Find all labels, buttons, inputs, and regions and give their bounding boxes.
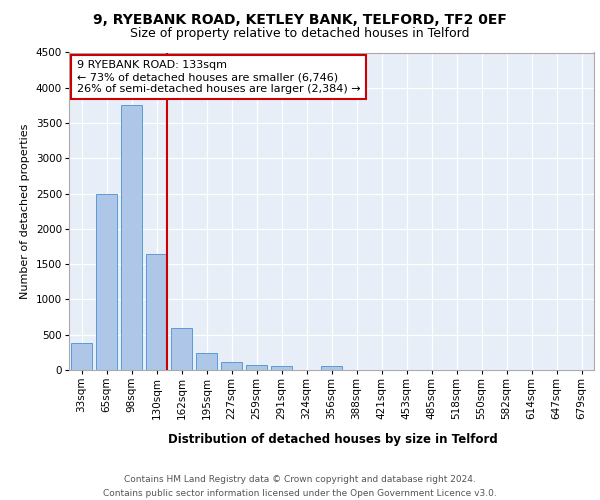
Text: 9 RYEBANK ROAD: 133sqm
← 73% of detached houses are smaller (6,746)
26% of semi-: 9 RYEBANK ROAD: 133sqm ← 73% of detached… [77, 60, 361, 94]
Bar [71, 343, 92, 370]
Bar [196, 353, 217, 370]
Bar [221, 362, 242, 370]
Text: Size of property relative to detached houses in Telford: Size of property relative to detached ho… [130, 28, 470, 40]
Bar [171, 328, 192, 370]
Text: Contains HM Land Registry data © Crown copyright and database right 2024.
Contai: Contains HM Land Registry data © Crown c… [103, 476, 497, 498]
Bar [246, 366, 267, 370]
Bar [96, 194, 117, 370]
Text: Distribution of detached houses by size in Telford: Distribution of detached houses by size … [168, 432, 498, 446]
Bar [121, 106, 142, 370]
Bar [146, 254, 167, 370]
Text: 9, RYEBANK ROAD, KETLEY BANK, TELFORD, TF2 0EF: 9, RYEBANK ROAD, KETLEY BANK, TELFORD, T… [93, 12, 507, 26]
Bar [321, 366, 342, 370]
Bar [271, 366, 292, 370]
Y-axis label: Number of detached properties: Number of detached properties [20, 124, 30, 299]
